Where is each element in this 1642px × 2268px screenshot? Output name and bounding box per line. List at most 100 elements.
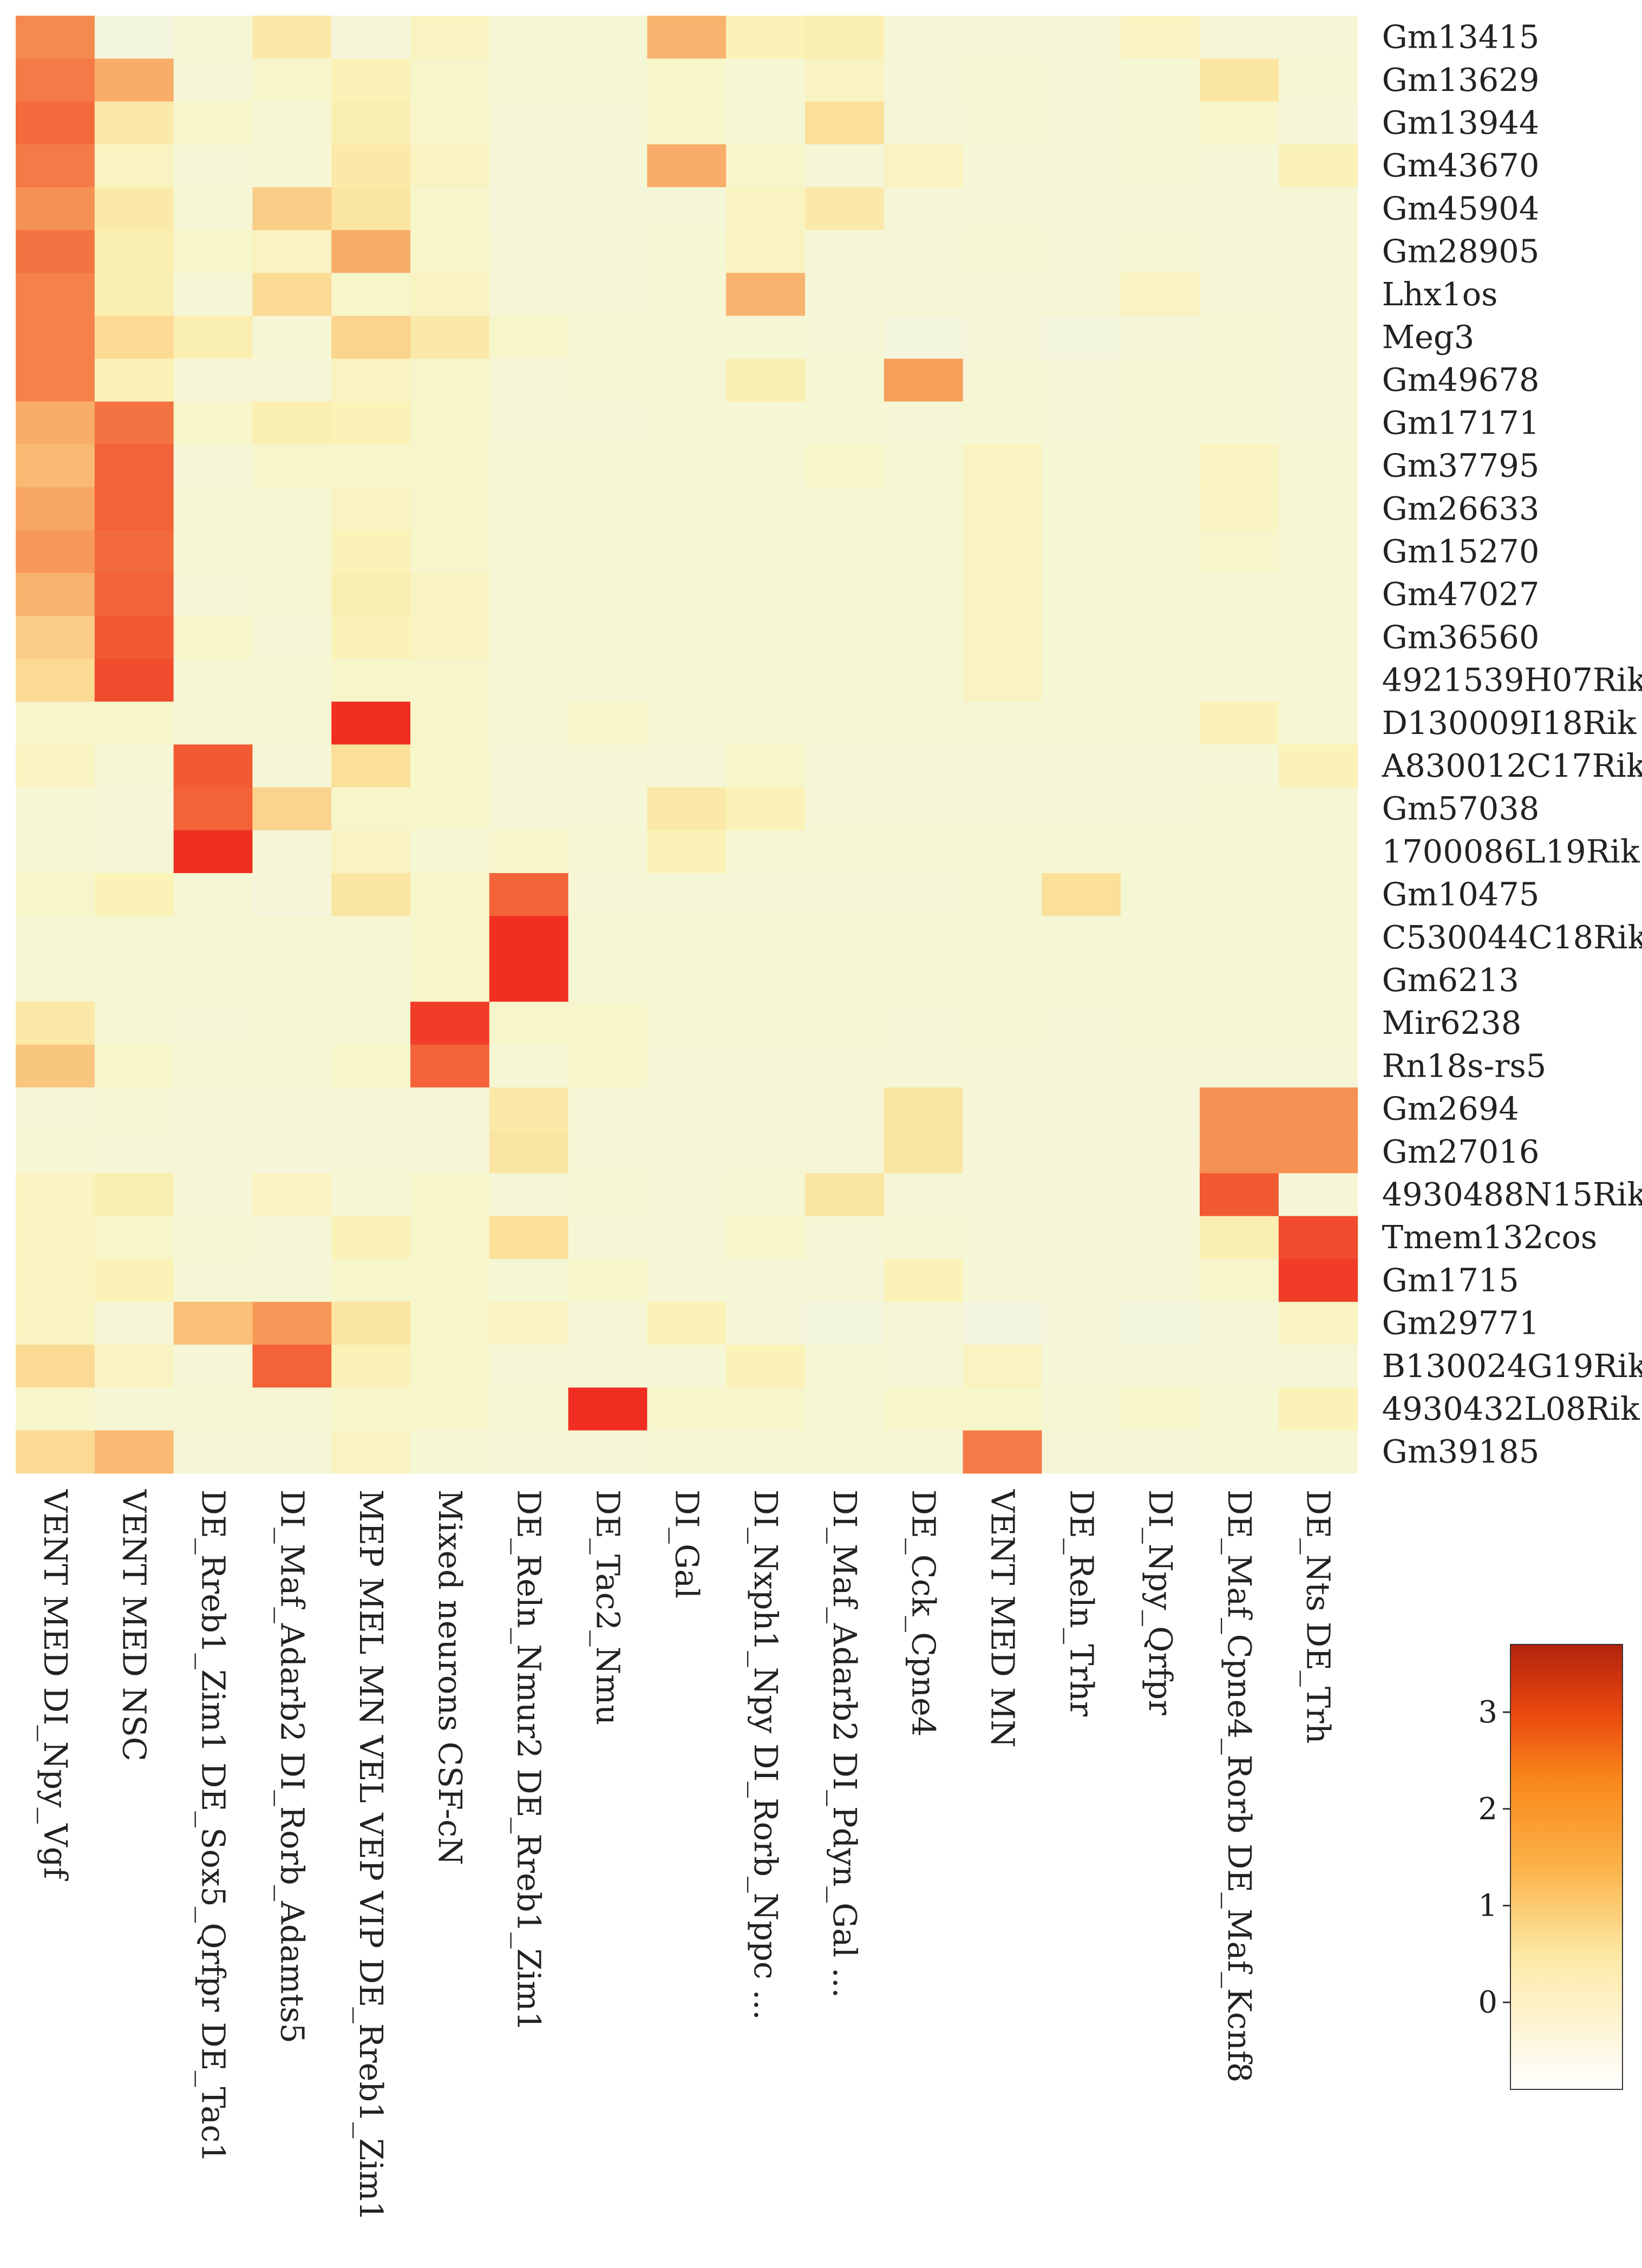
heatmap-cell [1121,873,1200,916]
heatmap-cell [884,573,964,617]
heatmap-cell [963,1130,1042,1174]
heatmap-cell [489,1302,569,1345]
heatmap-cell [963,1430,1042,1474]
heatmap-cell [1278,316,1358,359]
heatmap-cell [1042,230,1121,273]
heatmap-cell [726,444,806,488]
heatmap-cell [884,58,964,102]
heatmap-cell [94,1302,174,1345]
row-label: A830012C17Rik [1382,747,1642,784]
heatmap-cell [963,1302,1042,1345]
heatmap-cell [963,615,1042,659]
heatmap-cell [331,444,411,488]
heatmap-cell [1042,16,1121,59]
heatmap-cell [1200,1430,1279,1474]
heatmap-cell [1121,1387,1200,1431]
column-label: MEP MEL MN VEL VEP VIP DE_Rreb1_Zim1 [352,1490,390,2221]
heatmap-cell [252,744,332,788]
heatmap-cell [1200,530,1279,574]
heatmap-cell [884,830,964,874]
heatmap-cell [173,316,253,359]
heatmap-cell [963,358,1042,402]
row-label: Gm47027 [1382,575,1540,613]
heatmap-cell [805,401,885,445]
heatmap-cell [173,16,253,59]
heatmap-cell [410,101,490,145]
row-label: Gm29771 [1382,1305,1540,1342]
heatmap-cell [884,401,964,445]
heatmap-cell [252,1130,332,1174]
heatmap-cell [410,1387,490,1431]
heatmap-cell [489,787,569,831]
heatmap-cell [16,615,95,659]
heatmap-cell [568,487,647,530]
heatmap-cell [252,1387,332,1431]
heatmap-cell [173,230,253,273]
heatmap-cell [1200,744,1279,788]
heatmap-cell [410,830,490,874]
heatmap-cell [1200,873,1279,916]
heatmap-cell [331,1087,411,1131]
column-label: DE_Reln_Nmur2 DE_Rreb1_Zim1 [511,1490,548,2031]
heatmap-cell [1278,16,1358,59]
heatmap-cell [94,787,174,831]
heatmap-cell [1278,1258,1358,1302]
heatmap-cell [568,1430,647,1474]
heatmap-cell [647,615,727,659]
heatmap-cell [252,787,332,831]
heatmap-cell [963,702,1042,745]
heatmap-cell [94,573,174,617]
heatmap-cell [252,959,332,1002]
heatmap-cell [1200,358,1279,402]
heatmap-cell [1042,573,1121,617]
heatmap-cell [1042,1387,1121,1431]
heatmap-cell [94,230,174,273]
column-label: DI_Maf_Adarb2 DI_Rorb_Adamts5 [273,1490,311,2043]
heatmap-cell [1200,487,1279,530]
heatmap-cell [726,16,806,59]
column-label: VENT MED MN [984,1489,1022,1748]
heatmap-cell [16,744,95,788]
heatmap-cell [568,916,647,959]
heatmap-cell [1121,830,1200,874]
heatmap-cell [884,1345,964,1388]
heatmap-cell [1042,1345,1121,1388]
heatmap-cell [1121,1001,1200,1045]
heatmap-cell [805,702,885,745]
heatmap-cell [726,101,806,145]
heatmap-cell [963,744,1042,788]
heatmap-cell [647,487,727,530]
heatmap-cell [410,659,490,702]
heatmap-cell [1200,230,1279,273]
heatmap-cell [1121,530,1200,574]
row-label: Gm27016 [1382,1133,1540,1170]
heatmap-cell [16,1216,95,1260]
heatmap-cell [884,1387,964,1431]
heatmap-cell [16,187,95,231]
heatmap-cell [1278,959,1358,1002]
heatmap-cell [94,1216,174,1260]
heatmap-cell [963,1216,1042,1260]
heatmap-cell [1200,444,1279,488]
heatmap-cell [963,530,1042,574]
heatmap-cell [1042,744,1121,788]
heatmap-cell [963,1087,1042,1131]
heatmap-cell [1042,830,1121,874]
heatmap-cell [1121,959,1200,1002]
heatmap-cell [647,230,727,273]
heatmap-cell [647,1387,727,1431]
heatmap-cell [16,316,95,359]
heatmap-cell [805,1430,885,1474]
heatmap-cell [173,444,253,488]
heatmap-cell [1042,101,1121,145]
row-label: C530044C18Rik [1382,919,1642,956]
heatmap-cell [252,444,332,488]
heatmap-cell [173,1130,253,1174]
heatmap-cell [489,1001,569,1045]
heatmap-cell [1121,1044,1200,1088]
row-label: Gm26633 [1382,490,1540,527]
row-label: D130009I18Rik [1382,704,1637,742]
heatmap-cell [726,273,806,316]
heatmap-cell [963,1345,1042,1388]
colorbar-tick-label: 1 [1478,1889,1497,1924]
